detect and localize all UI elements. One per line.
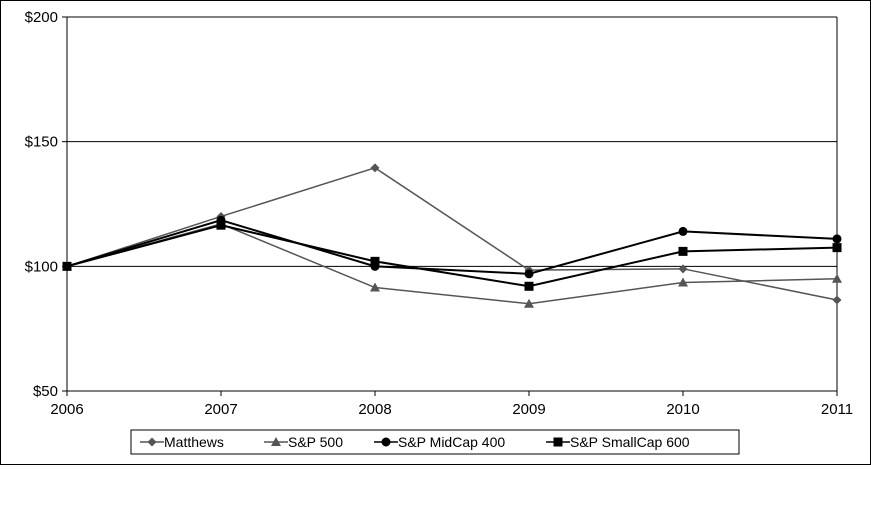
- legend-label: S&P MidCap 400: [398, 434, 505, 450]
- data-point-circle: [524, 269, 534, 279]
- data-point-square: [678, 246, 688, 256]
- data-point-triangle: [832, 273, 842, 283]
- legend-box: [130, 429, 740, 455]
- y-tick-label: $200: [25, 9, 58, 26]
- y-tick-label: $100: [25, 258, 58, 275]
- data-point-square: [216, 220, 226, 230]
- x-tick-label: 2008: [358, 401, 391, 418]
- data-point-square: [370, 256, 380, 266]
- series-s-p-smallcap-600: [62, 220, 842, 291]
- series-line: [66, 224, 838, 288]
- series-line: [66, 223, 838, 305]
- data-point-triangle: [370, 282, 380, 292]
- x-tick-label: 2009: [512, 401, 545, 418]
- data-point-square: [553, 437, 563, 447]
- data-point-circle: [832, 234, 842, 244]
- x-tick-label: 2010: [666, 401, 699, 418]
- data-point-square: [62, 261, 72, 271]
- data-point-triangle: [678, 277, 688, 287]
- y-tick-label: $50: [33, 383, 58, 400]
- data-point-triangle: [524, 298, 534, 308]
- data-point-circle: [678, 226, 688, 236]
- series-s-p-midcap-400: [62, 215, 842, 279]
- data-point-diamond: [147, 437, 157, 447]
- data-point-diamond: [678, 264, 688, 274]
- legend-label: S&P 500: [288, 434, 343, 450]
- legend-entry: S&P SmallCap 600: [546, 434, 690, 450]
- data-point-square: [832, 243, 842, 253]
- x-tick-label: 2011: [821, 401, 853, 418]
- series-line: [66, 219, 838, 275]
- legend-entry: S&P MidCap 400: [374, 434, 505, 450]
- series-lines: [62, 163, 842, 308]
- legend-label: S&P SmallCap 600: [570, 434, 690, 450]
- data-point-square: [524, 281, 534, 291]
- legend-entry: S&P 500: [264, 434, 343, 450]
- legend: Matthews S&P 500 S&P MidCap 400 S&P SmallCa…: [130, 429, 740, 455]
- line-chart: $50 $100 $150 $200 2006 2007 2008 2009 2010 2011…: [25, 9, 853, 455]
- data-point-triangle: [271, 437, 281, 446]
- series-line: [66, 167, 838, 301]
- x-tick-labels: 2006 2007 2008 2009 2010 2011: [50, 391, 853, 418]
- data-point-circle: [381, 437, 391, 447]
- x-tick-label: 2006: [50, 401, 83, 418]
- axes: [66, 17, 838, 392]
- x-tick-label: 2007: [204, 401, 237, 418]
- data-point-diamond: [832, 295, 842, 305]
- gridlines: [67, 16, 837, 267]
- data-point-diamond: [370, 163, 380, 173]
- y-tick-label: $150: [25, 134, 58, 151]
- legend-entry: Matthews: [140, 434, 224, 450]
- legend-label: Matthews: [164, 434, 224, 450]
- chart-frame: [0, 0, 871, 465]
- y-tick-labels: $50 $100 $150 $200: [25, 9, 67, 400]
